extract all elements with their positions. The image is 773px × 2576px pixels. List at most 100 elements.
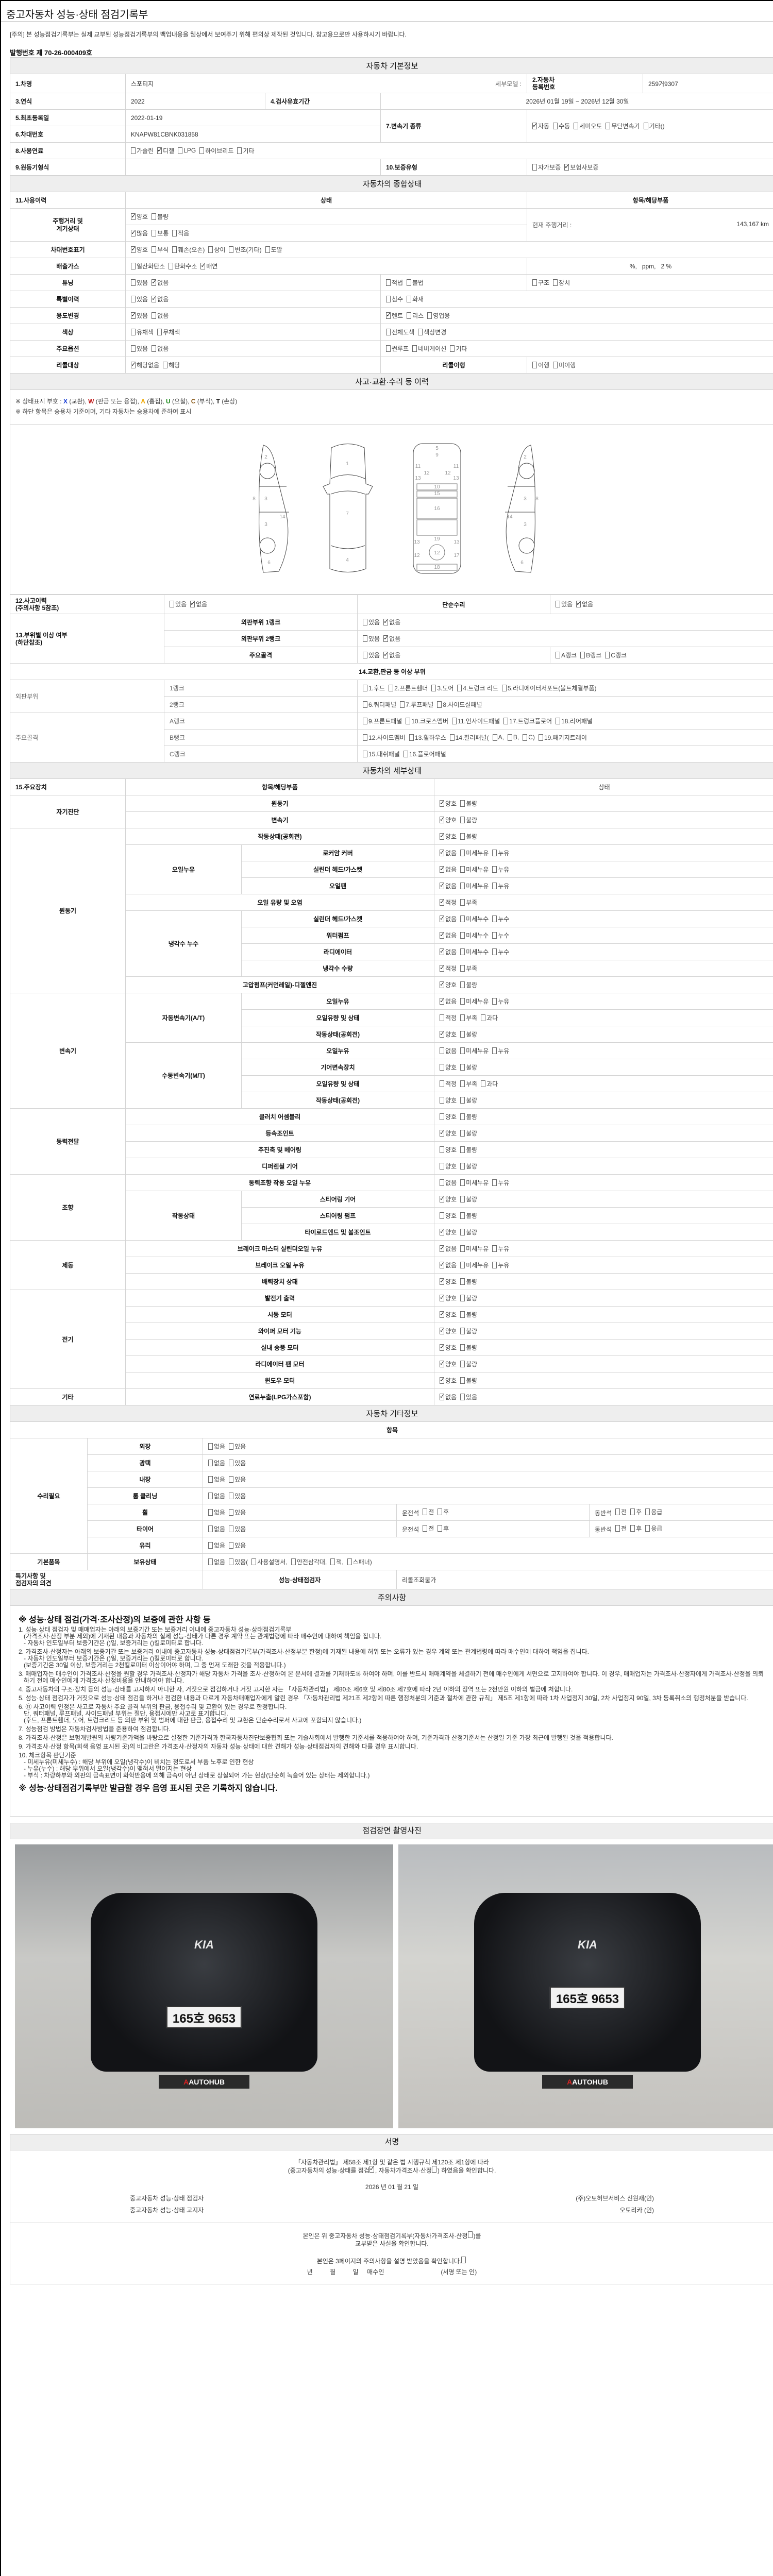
- checkbox-option[interactable]: 미세누수: [460, 947, 489, 956]
- checkbox-option[interactable]: 14.필러패널(: [449, 733, 489, 742]
- checkbox-option[interactable]: 양호: [440, 1327, 457, 1335]
- checkbox-option[interactable]: 9.프론트패널: [363, 717, 402, 725]
- checkbox-option[interactable]: A,: [492, 734, 504, 741]
- checkbox-option[interactable]: 스패너): [347, 1557, 372, 1566]
- checkbox-option[interactable]: 불량: [460, 799, 477, 808]
- unchecked-box-icon[interactable]: [507, 734, 512, 741]
- unchecked-box-icon[interactable]: [492, 1047, 497, 1054]
- checkbox-option[interactable]: 응급: [645, 1524, 662, 1533]
- unchecked-box-icon[interactable]: [163, 361, 168, 368]
- unchecked-box-icon[interactable]: [208, 246, 213, 253]
- checkbox-option[interactable]: 양호: [440, 1228, 457, 1236]
- unchecked-box-icon[interactable]: [460, 1393, 465, 1400]
- checkbox-option[interactable]: 양호: [440, 1211, 457, 1220]
- unchecked-box-icon[interactable]: [440, 1179, 444, 1186]
- checkbox-option[interactable]: 없음: [208, 1508, 225, 1517]
- unchecked-box-icon[interactable]: [492, 1261, 497, 1268]
- unchecked-box-icon[interactable]: [440, 1212, 444, 1219]
- checkbox-option[interactable]: 도말: [265, 245, 282, 254]
- unchecked-box-icon[interactable]: [131, 345, 136, 352]
- checkbox-option[interactable]: 없음: [208, 1459, 225, 1467]
- unchecked-box-icon[interactable]: [492, 948, 497, 955]
- checkbox-option[interactable]: 안전삼각대,: [291, 1557, 327, 1566]
- unchecked-box-icon[interactable]: [152, 246, 157, 253]
- checkbox-option[interactable]: 양호: [440, 1195, 457, 1204]
- checkbox-option[interactable]: 변조(기타): [229, 245, 262, 254]
- unchecked-box-icon[interactable]: [423, 1509, 428, 1515]
- unchecked-box-icon[interactable]: [460, 1096, 465, 1104]
- checkbox-option[interactable]: 잭,: [330, 1557, 344, 1566]
- checkbox-option[interactable]: 해당없음: [131, 361, 159, 369]
- unchecked-box-icon[interactable]: [152, 213, 157, 220]
- checkbox-option[interactable]: 양호: [440, 1030, 457, 1039]
- unchecked-box-icon[interactable]: [437, 701, 442, 708]
- checkbox-option[interactable]: 미이행: [553, 361, 576, 369]
- unchecked-box-icon[interactable]: [440, 1047, 444, 1054]
- checkbox-option[interactable]: 미세누수: [460, 914, 489, 923]
- unchecked-box-icon[interactable]: [440, 1162, 444, 1170]
- checked-box-icon[interactable]: [152, 295, 157, 302]
- unchecked-box-icon[interactable]: [450, 345, 455, 352]
- checkbox-option[interactable]: 양호: [440, 816, 457, 824]
- unchecked-box-icon[interactable]: [363, 635, 367, 642]
- unchecked-box-icon[interactable]: [407, 312, 412, 319]
- checkbox-option[interactable]: 3.도어: [431, 684, 453, 692]
- unchecked-box-icon[interactable]: [460, 1311, 465, 1318]
- checkbox-option[interactable]: 없음: [190, 600, 207, 608]
- checkbox-option[interactable]: 없음: [440, 1261, 457, 1269]
- checkbox-option[interactable]: 가솔린: [131, 146, 154, 155]
- unchecked-box-icon[interactable]: [229, 1476, 234, 1483]
- checkbox-option[interactable]: 없음: [440, 947, 457, 956]
- unchecked-box-icon[interactable]: [460, 1377, 465, 1384]
- unchecked-box-icon[interactable]: [131, 328, 136, 335]
- unchecked-box-icon[interactable]: [574, 122, 579, 129]
- unchecked-box-icon[interactable]: [407, 295, 412, 302]
- unchecked-box-icon[interactable]: [605, 651, 610, 658]
- checkbox-option[interactable]: 양호: [440, 799, 457, 808]
- caution-confirm-checkbox[interactable]: [461, 2257, 466, 2263]
- checkbox-option[interactable]: 미세누유: [460, 997, 489, 1006]
- checkbox-option[interactable]: 구조: [532, 278, 549, 287]
- unchecked-box-icon[interactable]: [460, 1278, 465, 1285]
- checked-box-icon[interactable]: [440, 1261, 445, 1268]
- checkbox-option[interactable]: 있음: [229, 1492, 246, 1500]
- checkbox-option[interactable]: 11.인사이드패널: [452, 717, 500, 725]
- unchecked-box-icon[interactable]: [440, 1146, 444, 1153]
- unchecked-box-icon[interactable]: [615, 1509, 620, 1515]
- unchecked-box-icon[interactable]: [460, 899, 465, 906]
- checkbox-option[interactable]: 전: [423, 1524, 434, 1533]
- checked-box-icon[interactable]: [440, 931, 445, 939]
- checkbox-option[interactable]: 전: [615, 1507, 627, 1516]
- unchecked-box-icon[interactable]: [503, 717, 509, 724]
- checkbox-option[interactable]: 불량: [460, 1112, 477, 1121]
- checked-box-icon[interactable]: [131, 361, 136, 368]
- checked-box-icon[interactable]: [440, 1228, 445, 1235]
- unchecked-box-icon[interactable]: [460, 1162, 465, 1170]
- checkbox-option[interactable]: 있음: [363, 634, 380, 643]
- checkbox-option[interactable]: 해당: [163, 361, 180, 369]
- checkbox-option[interactable]: 불량: [460, 1310, 477, 1319]
- checkbox-option[interactable]: 양호: [440, 1277, 457, 1286]
- unchecked-box-icon[interactable]: [615, 1525, 620, 1532]
- checkbox-option[interactable]: 있음: [363, 618, 380, 626]
- checkbox-option[interactable]: 불량: [460, 816, 477, 824]
- unchecked-box-icon[interactable]: [131, 295, 136, 302]
- unchecked-box-icon[interactable]: [152, 345, 157, 352]
- checkbox-option[interactable]: 이행: [532, 361, 549, 369]
- unchecked-box-icon[interactable]: [460, 1030, 465, 1038]
- checkbox-option[interactable]: 자동: [532, 122, 549, 130]
- checkbox-option[interactable]: 2.프론트휀더: [389, 684, 428, 692]
- checkbox-option[interactable]: 7.루프패널: [400, 700, 433, 709]
- unchecked-box-icon[interactable]: [492, 882, 497, 889]
- checkbox-option[interactable]: 18.리어패널: [556, 717, 593, 725]
- unchecked-box-icon[interactable]: [492, 849, 497, 856]
- checkbox-option[interactable]: 불량: [460, 1096, 477, 1105]
- checkbox-option[interactable]: 과다: [481, 1079, 498, 1088]
- checked-box-icon[interactable]: [532, 122, 537, 129]
- checkbox-option[interactable]: 미세누유: [460, 882, 489, 890]
- checkbox-option[interactable]: 보험사보증: [564, 163, 598, 172]
- checkbox-option[interactable]: 8.사이드실패널: [437, 700, 482, 709]
- checkbox-option[interactable]: 전: [423, 1507, 434, 1516]
- checked-box-icon[interactable]: [200, 262, 206, 269]
- checked-box-icon[interactable]: [131, 245, 136, 253]
